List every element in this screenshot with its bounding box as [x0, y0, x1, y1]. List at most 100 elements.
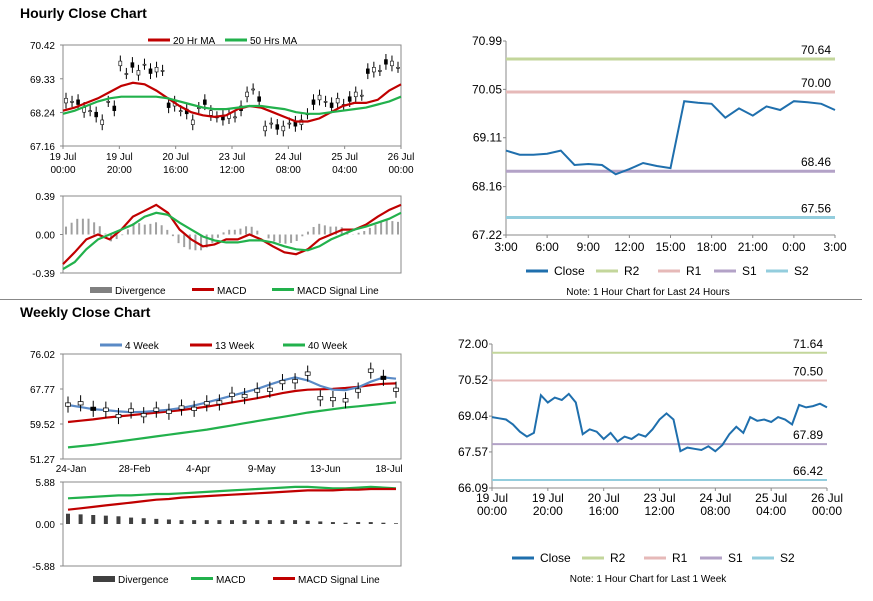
divergence-bar	[65, 226, 67, 235]
x-tick-label: 24-Jan	[56, 464, 87, 475]
divergence-bar	[217, 520, 222, 524]
candle-body	[148, 68, 153, 74]
y-tick-label: 0.00	[36, 231, 56, 242]
candle-body	[77, 401, 84, 406]
candle-body	[166, 409, 172, 414]
level-label-r2: 70.64	[801, 43, 831, 57]
x-tick-label: 13-Jun	[310, 464, 341, 475]
candle-body	[384, 59, 388, 65]
divergence-bar	[132, 223, 135, 235]
divergence-bar	[356, 522, 361, 524]
divergence-bar	[200, 234, 203, 251]
close-chart-24h: 70.64 70.00 68.46 67.56 70.99 70.05 69.11 68.1…	[472, 34, 847, 298]
divergence-bar	[93, 222, 96, 235]
legend-swatch	[93, 576, 115, 582]
candle-body	[393, 387, 399, 392]
y-tick-label: 70.42	[30, 41, 55, 52]
legend-label: S2	[780, 551, 795, 565]
divergence-bar	[228, 229, 231, 235]
divergence-bar	[368, 522, 373, 524]
divergence-bar	[306, 231, 309, 235]
candle-body	[229, 392, 235, 397]
candle-body	[124, 73, 129, 75]
candle-body	[257, 96, 261, 102]
candle-body	[390, 60, 394, 67]
x-tick-label: 04:00	[332, 165, 357, 176]
level-label-s1: 68.46	[801, 155, 831, 169]
x-tick-label: 00:00	[812, 504, 842, 518]
candle-body	[76, 99, 80, 105]
level-label-r2: 71.64	[793, 337, 823, 351]
chart-note: Note: 1 Hour Chart for Last 1 Week	[570, 574, 728, 585]
divergence-bar	[66, 513, 70, 524]
x-tick-label: 00:00	[50, 165, 75, 176]
y-tick-label: 69.33	[30, 75, 55, 86]
candle-body	[94, 111, 98, 118]
divergence-bar	[267, 234, 270, 239]
x-tick-label: 28-Feb	[119, 464, 151, 475]
level-label-s1: 67.89	[793, 428, 823, 442]
candle-body	[90, 406, 97, 411]
ma-20-line	[62, 81, 402, 123]
close-chart-1week: 71.64 70.50 67.89 66.42 72.00 70.52 69.04 67.5…	[458, 337, 843, 585]
candle-body	[263, 125, 268, 132]
candle-body	[203, 401, 210, 406]
candle-body	[88, 110, 92, 112]
divergence-bar	[91, 515, 96, 524]
candle-body	[140, 413, 147, 418]
divergence-bar	[222, 232, 225, 235]
plot-frame	[62, 353, 402, 460]
divergence-bar	[329, 226, 332, 235]
legend-label: MACD Signal Line	[297, 286, 379, 297]
divergence-bar	[242, 520, 247, 524]
y-tick-label: 67.22	[472, 228, 502, 242]
divergence-bar	[81, 218, 84, 235]
x-tick-label: 16:00	[163, 165, 188, 176]
divergence-bar	[323, 225, 326, 235]
x-tick-label: 08:00	[700, 504, 730, 518]
divergence-bar	[290, 234, 293, 243]
candle-body	[317, 94, 322, 101]
divergence-bar	[380, 222, 383, 235]
x-tick-label: 19 Jul	[532, 491, 564, 505]
divergence-bar	[363, 231, 366, 235]
x-tick-label: 19 Jul	[476, 491, 508, 505]
candle-body	[281, 125, 286, 132]
x-tick-label: 6:00	[535, 240, 559, 254]
candle-body	[254, 388, 261, 393]
legend-label: 13 Week	[215, 341, 255, 352]
divergence-bar	[141, 518, 146, 524]
x-tick-label: 19 Jul	[50, 152, 77, 163]
x-tick-label: 23 Jul	[643, 491, 675, 505]
divergence-bar	[138, 223, 141, 235]
candle-body	[166, 102, 171, 108]
y-tick-label: 69.04	[458, 409, 488, 423]
candle-body	[292, 379, 298, 384]
x-tick-label: 19 Jul	[106, 152, 133, 163]
divergence-bar	[397, 221, 399, 235]
divergence-bar	[129, 517, 134, 524]
candle-body	[154, 67, 159, 73]
divergence-bar	[391, 221, 394, 235]
weekly-macd-chart: 5.88 0.00 -5.88 Divergence MACD MACD Signal …	[32, 478, 402, 586]
divergence-bar	[394, 523, 398, 524]
candle-body	[115, 413, 122, 419]
x-tick-label: 0:00	[782, 240, 806, 254]
x-tick-label: 25 Jul	[331, 152, 358, 163]
candle-body	[203, 99, 207, 105]
divergence-bar	[188, 234, 191, 250]
divergence-bar	[343, 522, 348, 524]
chart-note: Note: 1 Hour Chart for Last 24 Hours	[566, 287, 729, 298]
hourly-macd-chart: 0.39 0.00 -0.39 Divergence MACD MACD Signal …	[32, 192, 402, 297]
candle-body	[112, 105, 117, 111]
candle-body	[304, 371, 311, 376]
x-tick-label: 24 Jul	[275, 152, 302, 163]
x-tick-label: 16:00	[589, 504, 619, 518]
candle-body	[160, 70, 165, 72]
divergence-bar	[284, 234, 287, 244]
divergence-bar	[216, 234, 219, 238]
divergence-bar	[278, 234, 281, 243]
legend-label: S2	[794, 264, 809, 278]
ma-50-line	[62, 95, 402, 115]
divergence-bar	[312, 226, 315, 235]
